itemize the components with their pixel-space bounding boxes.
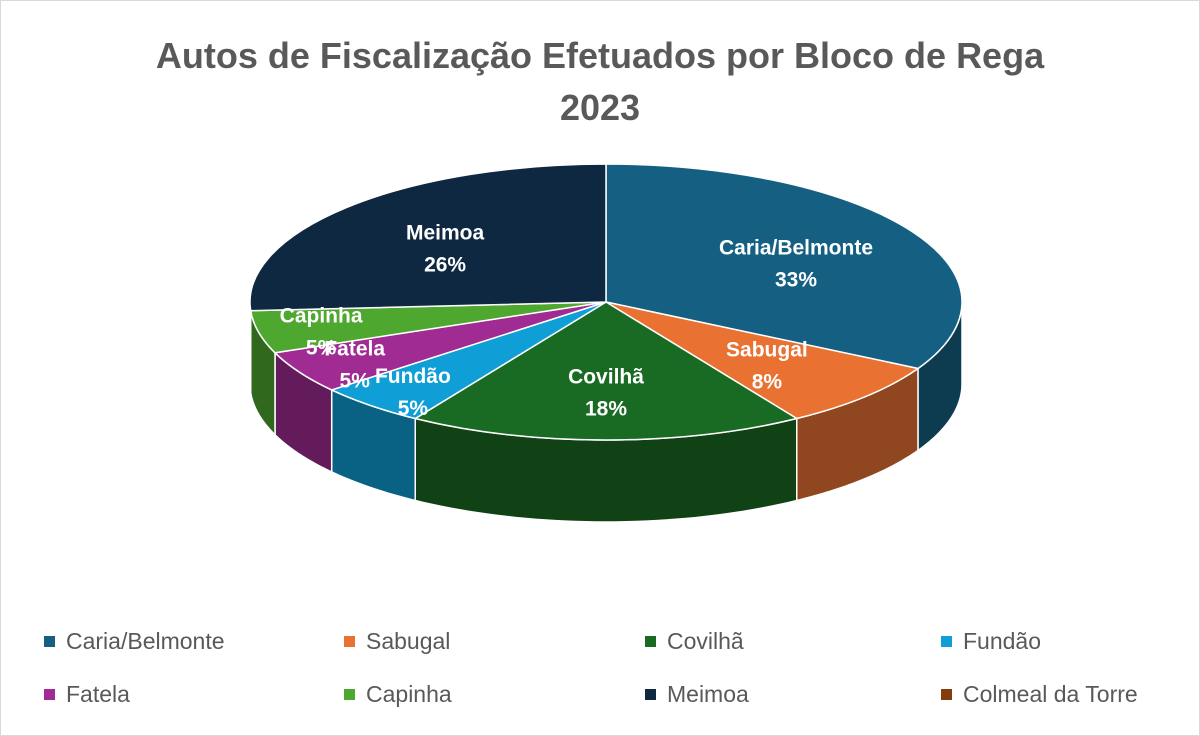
pie-slice-caria-belmonte bbox=[605, 163, 963, 370]
legend-label: Covilhã bbox=[667, 628, 744, 654]
pie-side-meimoa bbox=[249, 302, 252, 393]
legend-label: Fatela bbox=[66, 681, 130, 707]
data-label-name-meimoa: Meimoa bbox=[406, 221, 485, 244]
legend-item-caria-belmonte: Caria/Belmonte bbox=[44, 628, 225, 655]
pie-slice-meimoa bbox=[249, 163, 607, 312]
data-label-percent-fundao: 5% bbox=[398, 397, 429, 420]
data-label-percent-caria-belmonte: 33% bbox=[775, 268, 817, 291]
data-label-percent-covilha: 18% bbox=[585, 398, 627, 421]
legend-label: Caria/Belmonte bbox=[66, 628, 225, 654]
legend-swatch bbox=[941, 636, 952, 647]
pie-chart-3d: Caria/Belmonte 33% Sabugal 8% Covilhã 18% Fund… bbox=[249, 163, 963, 523]
data-label-name-capinha: Capinha bbox=[280, 305, 363, 328]
pie-labels: Caria/Belmonte 33% Sabugal 8% Covilhã 18% Fund… bbox=[280, 221, 873, 420]
data-label-name-covilha: Covilhã bbox=[568, 366, 644, 389]
data-label-percent-fatela: 5% bbox=[340, 370, 371, 393]
pie-slice-covilha bbox=[413, 301, 799, 441]
legend-swatch bbox=[645, 689, 656, 700]
data-label-percent-meimoa: 26% bbox=[424, 253, 466, 276]
legend-label: Meimoa bbox=[667, 681, 749, 707]
legend-item-covilha: Covilhã bbox=[645, 628, 744, 655]
legend-swatch bbox=[645, 636, 656, 647]
data-label-name-fundao: Fundão bbox=[375, 365, 451, 388]
legend-label: Capinha bbox=[366, 681, 452, 707]
legend-swatch bbox=[44, 636, 55, 647]
legend-item-colmeal-da-torre: Colmeal da Torre bbox=[941, 681, 1138, 708]
data-label-name-fatela: Fatela bbox=[324, 338, 385, 361]
pie-slice-sabugal bbox=[605, 301, 920, 420]
legend-item-fatela: Fatela bbox=[44, 681, 130, 708]
chart-title-line1: Autos de Fiscalização Efetuados por Bloc… bbox=[155, 35, 1045, 76]
legend-label: Sabugal bbox=[366, 628, 451, 654]
data-label-percent-sabugal: 8% bbox=[752, 371, 783, 394]
legend-swatch bbox=[941, 689, 952, 700]
legend-swatch bbox=[344, 689, 355, 700]
data-label-percent-capinha: 5% bbox=[306, 337, 337, 360]
pie-sides bbox=[249, 301, 963, 523]
pie-tops bbox=[249, 163, 963, 441]
data-label-name-caria-belmonte: Caria/Belmonte bbox=[719, 236, 873, 259]
legend-swatch bbox=[44, 689, 55, 700]
chart-title: Autos de Fiscalização Efetuados por Bloc… bbox=[0, 30, 1200, 134]
legend-item-meimoa: Meimoa bbox=[645, 681, 749, 708]
data-label-name-sabugal: Sabugal bbox=[726, 339, 808, 362]
legend-item-capinha: Capinha bbox=[344, 681, 452, 708]
legend-swatch bbox=[344, 636, 355, 647]
legend-item-fundao: Fundão bbox=[941, 628, 1041, 655]
legend-label: Colmeal da Torre bbox=[963, 681, 1138, 707]
chart-title-line2: 2023 bbox=[559, 87, 641, 128]
legend-item-sabugal: Sabugal bbox=[344, 628, 450, 655]
legend-label: Fundão bbox=[963, 628, 1042, 654]
chart-legend: Caria/Belmonte Sabugal Covilhã Fundão Fatela… bbox=[0, 618, 1200, 728]
